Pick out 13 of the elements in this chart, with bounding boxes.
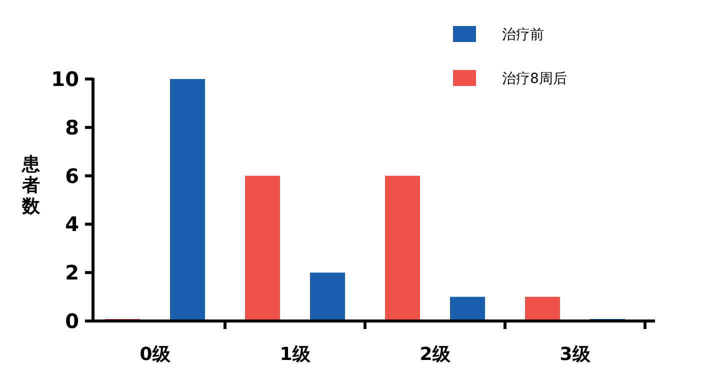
legend-label: 治疗8周后: [502, 71, 567, 87]
y-tick-label: 4: [65, 212, 79, 236]
y-tick-label: 8: [65, 115, 79, 140]
y-tick-label: 2: [65, 260, 79, 285]
y-tick-label: 6: [65, 164, 79, 188]
legend-label: 治疗前: [502, 27, 544, 43]
x-tick-label: 0级: [140, 344, 172, 365]
x-tick-label: 2级: [420, 344, 452, 365]
x-tick-label: 3级: [560, 344, 592, 365]
y-tick-label: 0: [65, 309, 79, 333]
x-tick-label: 1级: [280, 344, 312, 365]
y-axis-title: 患者数: [21, 154, 41, 217]
y-tick-label: 10: [51, 67, 79, 91]
